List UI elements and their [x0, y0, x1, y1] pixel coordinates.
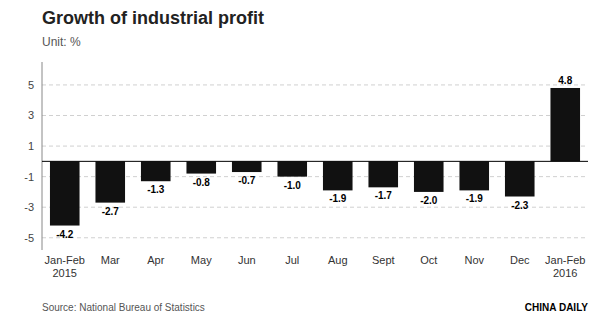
data-label: -0.8 — [193, 177, 211, 188]
data-label: -0.7 — [238, 175, 256, 186]
x-tick-label-line: May — [191, 254, 212, 266]
data-label: -1.7 — [375, 190, 393, 201]
bar — [368, 161, 398, 187]
x-tick-label: Jun — [238, 254, 256, 266]
x-tick-label: Dec — [510, 254, 530, 266]
bar — [414, 161, 444, 192]
y-axis-line — [42, 62, 43, 250]
bar — [550, 88, 580, 161]
data-label: -1.9 — [329, 193, 347, 204]
x-tick-label: Nov — [464, 254, 484, 266]
x-tick-label-line: Jan-Feb — [45, 254, 85, 266]
y-tick-label: -5 — [24, 232, 34, 244]
credit: CHINA DAILY — [525, 302, 588, 313]
x-tick-label-line: Apr — [147, 254, 164, 266]
bars — [50, 88, 580, 226]
data-label: -2.0 — [420, 195, 438, 206]
data-label: -4.2 — [56, 229, 74, 240]
data-label: -2.3 — [511, 200, 529, 211]
y-tick-label: 5 — [28, 79, 34, 91]
bar — [186, 161, 216, 173]
x-tick-label-line: Nov — [464, 254, 484, 266]
x-tick-label: Jul — [285, 254, 299, 266]
title: Growth of industrial profit — [42, 8, 264, 28]
x-tick-label: Jan-Feb2016 — [545, 254, 585, 279]
chart: Growth of industrial profit Unit: % -5 -3 -1… — [0, 0, 600, 321]
bar — [277, 161, 307, 176]
bar — [232, 161, 262, 172]
y-tick-label: 1 — [28, 140, 34, 152]
x-tick-label-line: 2016 — [553, 267, 577, 279]
source: Source: National Bureau of Statistics — [42, 302, 205, 313]
x-tick-label-line: Mar — [101, 254, 120, 266]
x-tick-label: Aug — [328, 254, 348, 266]
x-tick-label-line: Sept — [372, 254, 395, 266]
grid-line — [42, 115, 588, 116]
x-tick-label: Jan-Feb2015 — [45, 254, 85, 279]
x-tick-label-line: 2015 — [53, 267, 77, 279]
x-tick-label-line: Oct — [420, 254, 437, 266]
bar — [141, 161, 171, 181]
y-tick-label: -3 — [24, 201, 34, 213]
x-tick-label: Sept — [372, 254, 395, 266]
bar — [323, 161, 353, 190]
x-tick-label-line: Dec — [510, 254, 530, 266]
x-tick-label-line: Jun — [238, 254, 256, 266]
x-tick-label: Mar — [101, 254, 120, 266]
grid-line — [42, 237, 588, 238]
bar — [505, 161, 535, 196]
x-tick-label-line: Jul — [285, 254, 299, 266]
grid-line — [42, 207, 588, 208]
data-label: -2.7 — [102, 206, 120, 217]
x-tick-label-line: Aug — [328, 254, 348, 266]
zero-line — [42, 161, 588, 162]
y-tick-label: -1 — [24, 171, 34, 183]
data-label: 4.8 — [558, 75, 572, 86]
bar — [459, 161, 489, 190]
x-tick-label-line: Jan-Feb — [545, 254, 585, 266]
grid-line — [42, 84, 588, 85]
bar — [50, 161, 80, 225]
x-tick-label: Oct — [420, 254, 437, 266]
x-tick-label: May — [191, 254, 212, 266]
x-tick-label: Apr — [147, 254, 164, 266]
data-label: -1.0 — [284, 180, 302, 191]
grid — [42, 85, 588, 238]
data-label: -1.9 — [466, 193, 484, 204]
data-label: -1.3 — [147, 184, 165, 195]
bar — [95, 161, 125, 202]
grid-line — [42, 146, 588, 147]
subtitle: Unit: % — [42, 35, 81, 49]
y-tick-label: 3 — [28, 109, 34, 121]
